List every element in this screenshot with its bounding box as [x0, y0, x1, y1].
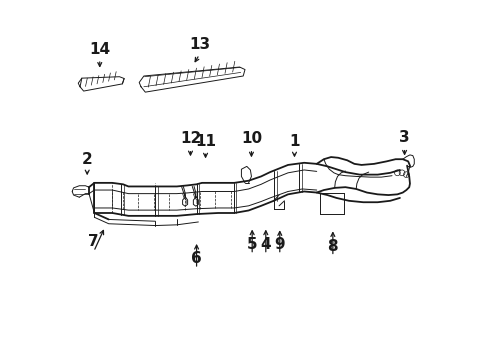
Text: 14: 14 [89, 42, 110, 57]
Text: 10: 10 [241, 131, 262, 146]
Text: 13: 13 [189, 37, 210, 52]
Text: 7: 7 [88, 234, 99, 249]
Text: 1: 1 [289, 134, 300, 149]
Text: 11: 11 [195, 134, 216, 149]
Text: 2: 2 [82, 152, 93, 167]
Text: 9: 9 [274, 237, 285, 252]
Text: 3: 3 [399, 130, 410, 145]
Text: 8: 8 [327, 239, 338, 254]
Text: 5: 5 [247, 237, 257, 252]
Text: 12: 12 [180, 131, 201, 146]
Text: 6: 6 [191, 251, 202, 266]
Text: 4: 4 [261, 237, 271, 252]
